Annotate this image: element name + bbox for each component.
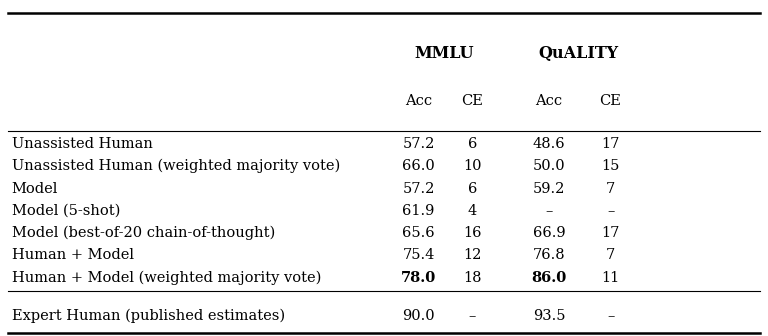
Text: 59.2: 59.2 [533, 181, 565, 196]
Text: Model (5-shot): Model (5-shot) [12, 204, 120, 218]
Text: 66.9: 66.9 [533, 226, 565, 240]
Text: 65.6: 65.6 [402, 226, 435, 240]
Text: –: – [468, 309, 476, 323]
Text: Expert Human (published estimates): Expert Human (published estimates) [12, 309, 285, 323]
Text: 18: 18 [463, 271, 482, 285]
Text: Acc: Acc [535, 94, 563, 108]
Text: MMLU: MMLU [414, 45, 474, 62]
Text: 15: 15 [601, 159, 620, 173]
Text: 90.0: 90.0 [402, 309, 435, 323]
Text: 93.5: 93.5 [533, 309, 565, 323]
Text: 6: 6 [468, 181, 477, 196]
Text: 17: 17 [601, 137, 620, 151]
Text: 10: 10 [463, 159, 482, 173]
Text: Unassisted Human (weighted majority vote): Unassisted Human (weighted majority vote… [12, 159, 339, 173]
Text: 50.0: 50.0 [533, 159, 565, 173]
Text: 78.0: 78.0 [401, 271, 436, 285]
Text: QuALITY: QuALITY [538, 45, 618, 62]
Text: 12: 12 [463, 249, 482, 262]
Text: 66.0: 66.0 [402, 159, 435, 173]
Text: 61.9: 61.9 [402, 204, 435, 218]
Text: 75.4: 75.4 [402, 249, 435, 262]
Text: 17: 17 [601, 226, 620, 240]
Text: Acc: Acc [405, 94, 432, 108]
Text: Model: Model [12, 181, 58, 196]
Text: 57.2: 57.2 [402, 181, 435, 196]
Text: –: – [545, 204, 553, 218]
Text: Model (best-of-20 chain-of-thought): Model (best-of-20 chain-of-thought) [12, 226, 275, 240]
Text: –: – [607, 204, 614, 218]
Text: 57.2: 57.2 [402, 137, 435, 151]
Text: 4: 4 [468, 204, 477, 218]
Text: 7: 7 [606, 249, 615, 262]
Text: Human + Model (weighted majority vote): Human + Model (weighted majority vote) [12, 270, 321, 285]
Text: 16: 16 [463, 226, 482, 240]
Text: 7: 7 [606, 181, 615, 196]
Text: 11: 11 [601, 271, 620, 285]
Text: 48.6: 48.6 [533, 137, 565, 151]
Text: CE: CE [600, 94, 621, 108]
Text: 6: 6 [468, 137, 477, 151]
Text: CE: CE [462, 94, 483, 108]
Text: Unassisted Human: Unassisted Human [12, 137, 152, 151]
Text: Human + Model: Human + Model [12, 249, 134, 262]
Text: 76.8: 76.8 [533, 249, 565, 262]
Text: –: – [607, 309, 614, 323]
Text: 86.0: 86.0 [531, 271, 567, 285]
